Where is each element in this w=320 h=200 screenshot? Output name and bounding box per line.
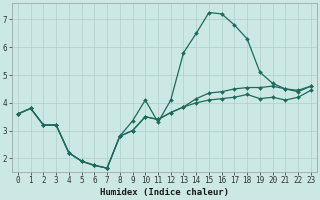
X-axis label: Humidex (Indice chaleur): Humidex (Indice chaleur) [100, 188, 229, 197]
